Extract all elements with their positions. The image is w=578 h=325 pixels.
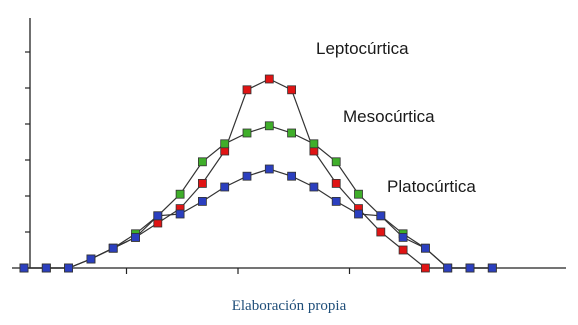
data-point-marker (398, 245, 408, 255)
data-point-marker (287, 85, 297, 95)
data-point-marker (175, 189, 185, 199)
series-2 (19, 164, 497, 273)
figure-caption: Elaboración propia (231, 298, 347, 314)
data-point-marker (264, 164, 274, 174)
data-point-marker (264, 74, 274, 84)
data-point-marker (420, 243, 430, 253)
data-point-marker (153, 211, 163, 221)
data-point-marker (331, 196, 341, 206)
data-point-marker (108, 243, 118, 253)
data-point-marker (376, 211, 386, 221)
data-point-marker (309, 139, 319, 149)
data-point-marker (309, 182, 319, 192)
x-ticks (125, 268, 351, 274)
data-point-marker (242, 128, 252, 138)
series-labels: Leptocúrtica Mesocúrtica Platocúrtica (316, 39, 476, 196)
data-point-marker (331, 178, 341, 188)
data-point-marker (131, 232, 140, 242)
data-point-marker (64, 263, 73, 273)
data-point-marker (398, 232, 408, 242)
data-point-marker (354, 209, 363, 219)
data-point-marker (197, 196, 207, 206)
data-point-marker (376, 227, 386, 237)
data-point-marker (287, 171, 297, 181)
data-point-marker (242, 85, 252, 95)
data-point-marker (487, 263, 497, 273)
data-point-marker (354, 189, 363, 199)
data-point-marker (175, 209, 185, 219)
series-layer (19, 74, 497, 273)
data-point-marker (465, 263, 475, 273)
data-point-marker (197, 157, 207, 167)
data-point-marker (19, 263, 29, 273)
data-point-marker (287, 128, 297, 138)
series-label-leptocurtica: Leptocúrtica (316, 39, 409, 58)
y-ticks (25, 51, 30, 233)
data-point-marker (86, 254, 96, 264)
data-point-marker (443, 263, 453, 273)
axes (12, 18, 566, 274)
data-point-marker (420, 263, 430, 273)
data-point-marker (41, 263, 51, 273)
series-label-mesocurtica: Mesocúrtica (343, 107, 435, 126)
series-0 (19, 74, 497, 273)
data-point-marker (331, 157, 341, 167)
data-point-marker (242, 171, 252, 181)
data-point-marker (197, 178, 207, 188)
data-point-marker (220, 139, 230, 149)
series-line (24, 168, 493, 269)
series-label-platocurtica: Platocúrtica (387, 177, 476, 196)
chart: Leptocúrtica Mesocúrtica Platocúrtica (12, 18, 566, 274)
data-point-marker (264, 121, 274, 131)
chart-svg: Leptocúrtica Mesocúrtica Platocúrtica (12, 18, 566, 274)
data-point-marker (220, 182, 230, 192)
